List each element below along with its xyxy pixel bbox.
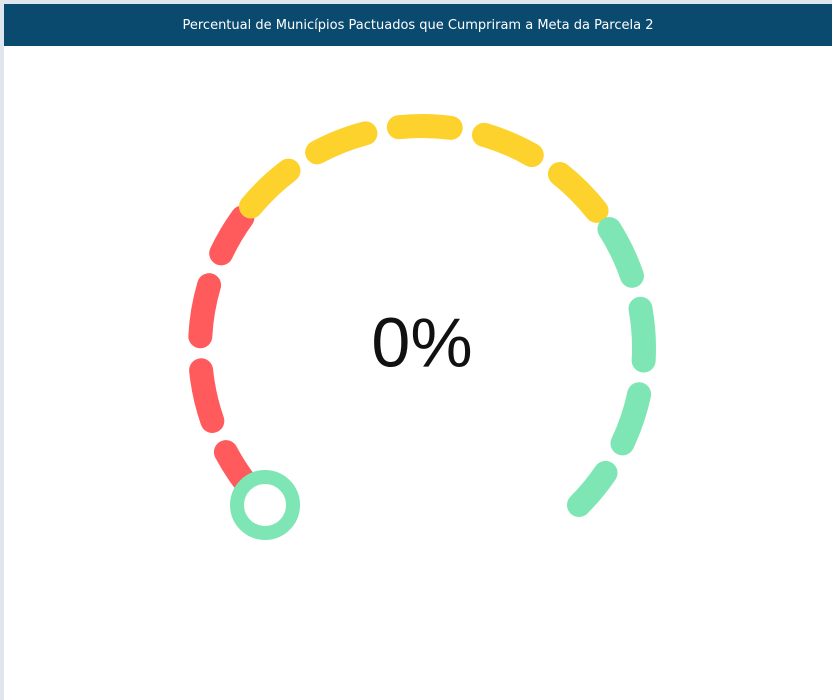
panel: Percentual de Municípios Pactuados que C… [4, 4, 832, 700]
chart-title: Percentual de Municípios Pactuados que C… [4, 4, 832, 46]
value-label: 0% [371, 303, 472, 381]
gauge-marker [230, 469, 301, 540]
chart: 0% [188, 114, 656, 540]
gauge-band [230, 114, 614, 230]
gauge-band [188, 205, 278, 517]
gauge-band [566, 205, 656, 517]
